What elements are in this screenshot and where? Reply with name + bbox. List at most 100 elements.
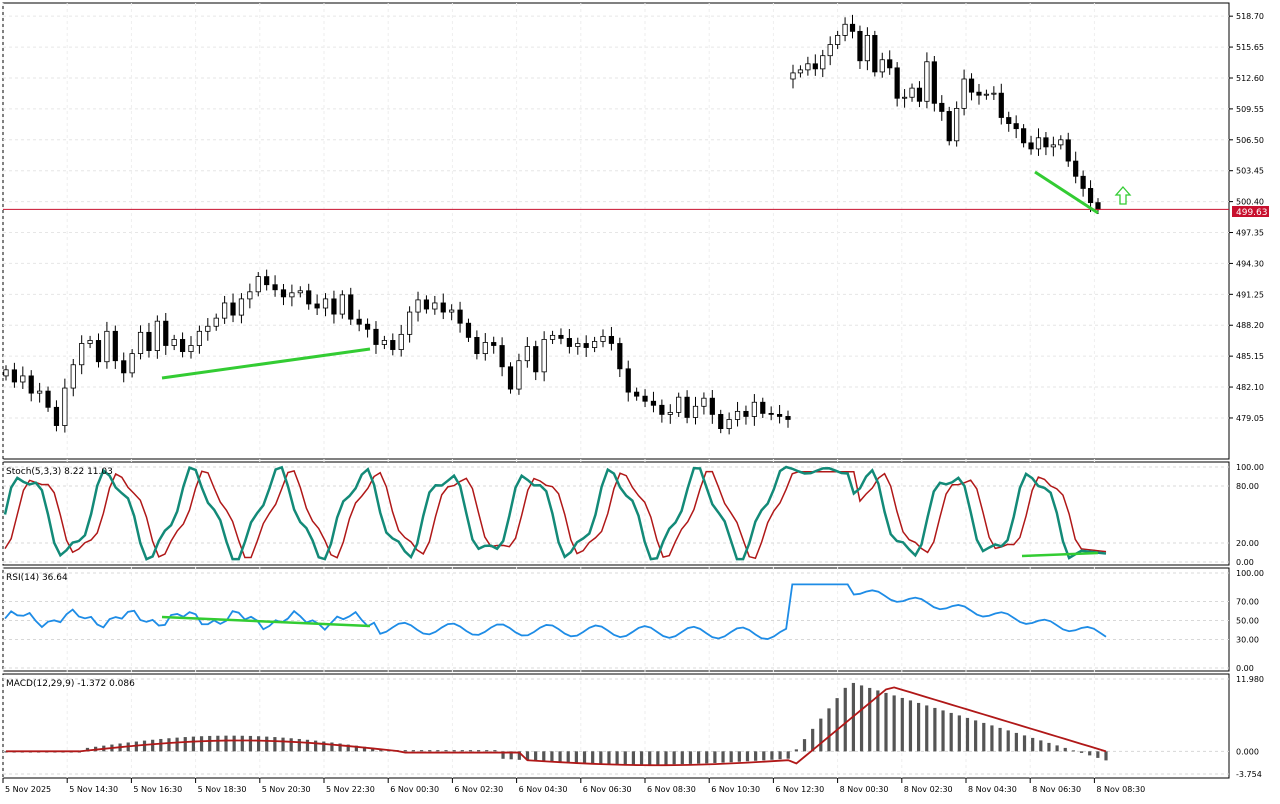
candle-body	[129, 353, 135, 374]
macd-indicator: 11.980 0.000 -3.754	[3, 675, 1264, 779]
candle-body	[676, 396, 682, 413]
candle-body	[272, 284, 278, 291]
candle-body	[306, 290, 312, 305]
candle-body	[1006, 117, 1012, 124]
stoch-tick-label: 20.00	[1236, 539, 1259, 548]
macd-hist-bar	[648, 751, 652, 765]
candle-body	[137, 331, 144, 355]
macd-hist-bar	[721, 751, 725, 763]
macd-hist-bar	[175, 737, 179, 752]
macd-hist-bar	[517, 751, 521, 760]
macd-hist-bar	[265, 736, 269, 752]
candle-body	[465, 322, 472, 338]
stoch-tick-label: 80.00	[1236, 482, 1259, 491]
candle-body	[684, 396, 690, 418]
candle-body	[112, 330, 118, 362]
time-tick-label: 8 Nov 00:30	[840, 785, 889, 794]
candle-body	[154, 320, 160, 351]
macd-hist-bar	[835, 698, 839, 752]
macd-hist-bar	[151, 739, 155, 752]
macd-hist-bar	[1055, 745, 1059, 752]
candle-body	[230, 302, 236, 316]
time-tick-label: 5 Nov 2025	[5, 785, 51, 794]
macd-hist-bar	[191, 736, 196, 752]
price-tick-label: 479.05	[1236, 414, 1264, 423]
macd-hist-bar	[745, 751, 750, 762]
candle-body	[381, 340, 387, 345]
candle-body	[121, 360, 127, 374]
candle-body	[785, 416, 791, 420]
macd-hist-bar	[208, 735, 212, 752]
rsi-tick-label: 30.00	[1236, 636, 1259, 645]
candle-body	[507, 366, 514, 390]
rsi-divergence-line	[161, 615, 371, 628]
macd-hist-bar	[419, 750, 424, 752]
candle-body	[768, 412, 774, 415]
candle-body	[37, 390, 43, 394]
price-tick-label: 512.60	[1236, 74, 1264, 83]
candle-body	[364, 323, 371, 330]
candle-body	[558, 334, 564, 339]
price-tick-label: 500.40	[1236, 198, 1264, 207]
candle-body	[415, 299, 421, 313]
macd-hist-bar	[656, 751, 660, 765]
candle-body	[264, 276, 270, 286]
candle-body	[901, 96, 908, 99]
candle-body	[1058, 139, 1064, 146]
candle-body	[1021, 128, 1027, 144]
candle-body	[842, 23, 848, 36]
time-tick-label: 5 Nov 14:30	[69, 785, 118, 794]
candle-body	[600, 335, 606, 342]
candle-body	[1087, 188, 1094, 204]
macd-hist-bar	[990, 725, 994, 752]
overlays	[3, 170, 1229, 380]
candle-body	[849, 23, 856, 32]
stoch-d-line	[4, 470, 1107, 560]
candle-body	[805, 63, 811, 71]
macd-hist-bar	[493, 750, 497, 752]
macd-hist-bar	[949, 712, 953, 752]
macd-hist-bar	[696, 751, 701, 764]
price-tick-label: 509.55	[1236, 105, 1264, 114]
macd-hist-bar	[827, 708, 831, 752]
macd-signal-line	[6, 686, 1107, 767]
candle-body	[449, 309, 455, 313]
macd-hist-bar	[615, 751, 619, 765]
candle-body	[62, 387, 68, 426]
macd-hist-bar	[1022, 735, 1027, 752]
macd-hist-bar	[436, 750, 440, 752]
candle-body	[575, 343, 581, 347]
macd-hist-bar	[281, 737, 285, 752]
macd-hist-bar	[142, 740, 147, 752]
macd-hist-bar	[965, 717, 970, 752]
stoch-tick-label: 100.00	[1236, 463, 1264, 472]
candle-body	[760, 401, 766, 414]
macd-hist-bar	[322, 741, 326, 752]
candle-body	[348, 294, 354, 320]
macd-hist-bar	[770, 751, 774, 760]
macd-hist-bar	[1047, 742, 1051, 752]
macd-hist-bar	[199, 736, 204, 752]
price-tick-label: 518.70	[1236, 12, 1264, 21]
candle-body	[1080, 175, 1086, 189]
candle-body	[634, 391, 640, 397]
candle-body	[331, 298, 337, 315]
rsi-tick-label: 50.00	[1236, 617, 1259, 626]
macd-hist-bar	[248, 735, 253, 752]
macd-hist-bar	[794, 749, 798, 752]
macd-hist-bar	[843, 687, 847, 752]
candle-body	[667, 411, 673, 415]
candle-body	[939, 102, 945, 112]
candle-body	[53, 406, 60, 426]
macd-hist-bar	[566, 751, 570, 763]
macd-hist-bar	[916, 702, 921, 752]
macd-hist-bar	[1079, 751, 1084, 753]
macd-hist-bar	[631, 751, 636, 765]
candle-body	[991, 92, 997, 95]
candle-body	[820, 55, 826, 70]
candle-body	[797, 69, 804, 74]
candle-body	[968, 78, 975, 93]
candle-body	[692, 405, 699, 418]
rsi-tick-label: 100.00	[1236, 569, 1264, 578]
macd-tick-label: 0.000	[1236, 747, 1259, 756]
